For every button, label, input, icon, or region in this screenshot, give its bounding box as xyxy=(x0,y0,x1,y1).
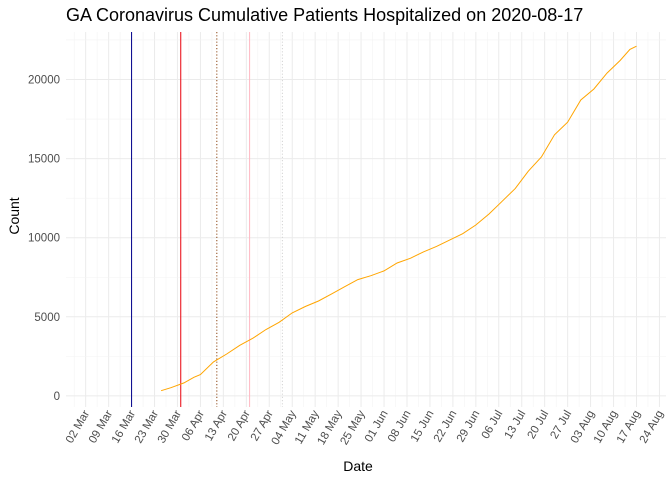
x-axis-title: Date xyxy=(343,458,373,474)
y-tick-label: 10000 xyxy=(28,233,60,245)
x-tick-label: 29 Jun xyxy=(455,409,483,445)
x-tick-label: 06 Jul xyxy=(480,409,506,442)
grid xyxy=(66,32,666,407)
data-series xyxy=(160,45,637,392)
x-tick-label: 20 Jul xyxy=(526,409,552,442)
y-axis: 0 5000 10000 15000 20000 xyxy=(28,74,60,402)
y-tick-label: 20000 xyxy=(28,74,60,86)
y-tick-label: 15000 xyxy=(28,154,60,166)
series-line xyxy=(160,45,637,392)
y-axis-title: Count xyxy=(6,197,22,234)
y-tick-label: 5000 xyxy=(34,312,60,324)
y-tick-label: 0 xyxy=(54,391,60,403)
chart-title: GA Coronavirus Cumulative Patients Hospi… xyxy=(66,5,584,25)
reference-lines xyxy=(131,32,283,407)
x-tick-label: 13 Jul xyxy=(503,409,529,442)
